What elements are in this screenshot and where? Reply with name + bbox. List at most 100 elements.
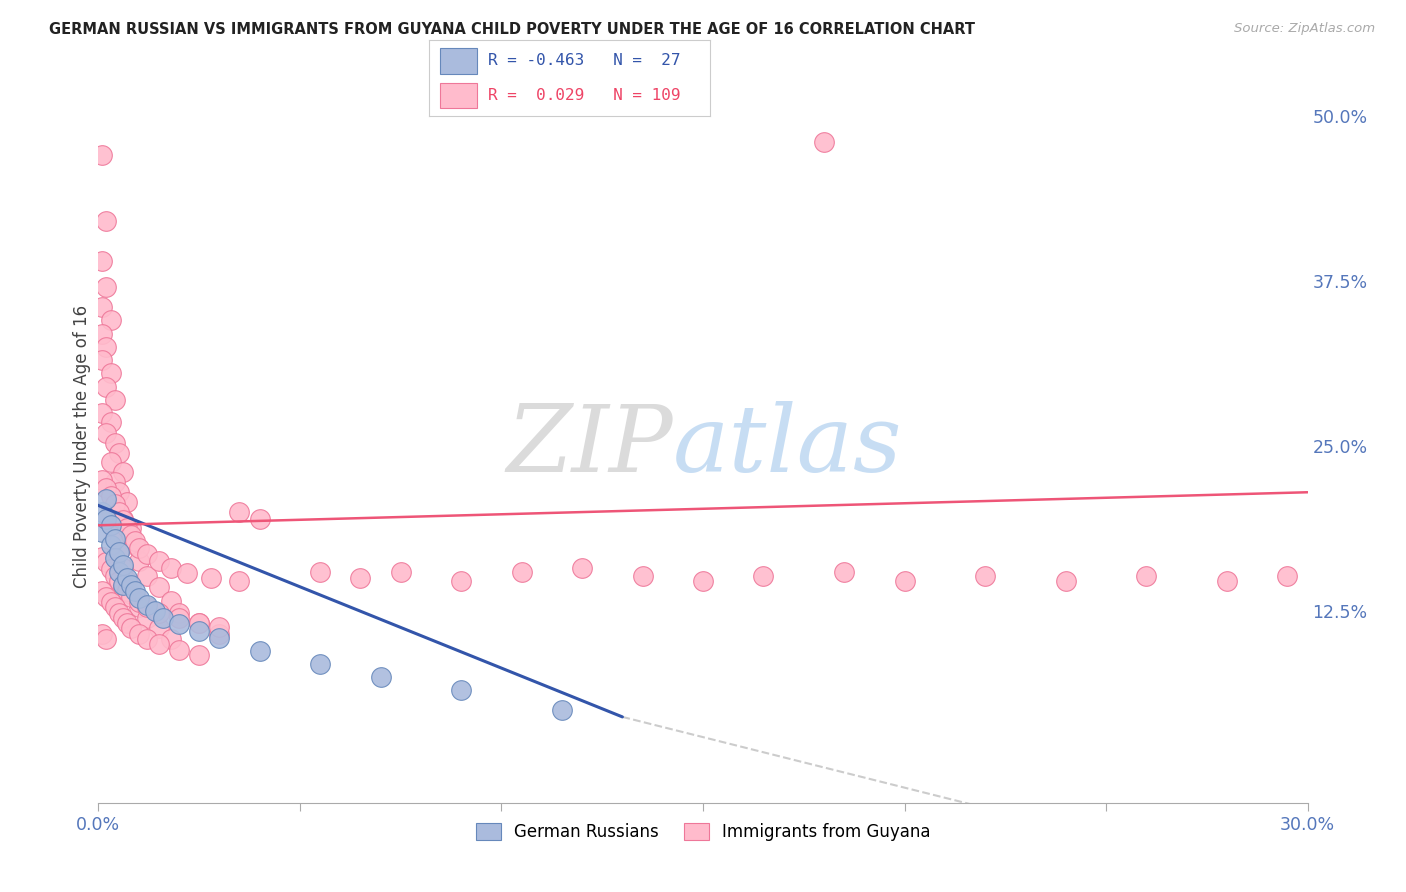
Point: [107, 545, 129, 559]
Point: [188, 648, 211, 662]
Point: [96, 425, 118, 440]
Point: [91, 406, 114, 420]
Point: [120, 521, 142, 535]
Point: [813, 135, 835, 149]
Point: [96, 280, 118, 294]
Point: [370, 670, 392, 684]
Point: [103, 475, 125, 489]
Point: [96, 379, 118, 393]
Point: [208, 626, 231, 640]
Point: [176, 566, 198, 580]
Point: [309, 565, 332, 579]
Point: [188, 616, 211, 631]
Point: [228, 505, 250, 519]
Point: [1054, 574, 1077, 588]
Point: [249, 644, 271, 658]
FancyBboxPatch shape: [440, 47, 477, 73]
Point: [135, 611, 157, 625]
Point: [103, 497, 125, 511]
Point: [120, 578, 142, 592]
Point: [128, 591, 150, 605]
Point: [100, 367, 122, 381]
Point: [128, 595, 150, 609]
Point: [160, 632, 183, 646]
Point: [200, 571, 222, 585]
Point: [91, 584, 114, 599]
Point: [115, 494, 138, 508]
Point: [111, 558, 134, 572]
Point: [389, 565, 412, 579]
Point: [128, 626, 150, 640]
Point: [91, 300, 114, 314]
Point: [91, 626, 114, 640]
Point: [115, 521, 138, 535]
Point: [228, 574, 250, 588]
Text: R =  0.029   N = 109: R = 0.029 N = 109: [488, 88, 681, 103]
Point: [148, 637, 170, 651]
Point: [124, 538, 146, 552]
Point: [111, 511, 134, 525]
Point: [832, 565, 855, 579]
Point: [91, 524, 114, 539]
Point: [631, 568, 654, 582]
Point: [100, 518, 122, 533]
Point: [91, 254, 114, 268]
Point: [571, 560, 593, 574]
Point: [167, 606, 190, 620]
Point: [115, 584, 138, 599]
Point: [107, 445, 129, 459]
Point: [135, 632, 157, 646]
Point: [450, 683, 472, 698]
Point: [96, 590, 118, 604]
Point: [167, 617, 190, 632]
Point: [100, 505, 122, 519]
Point: [120, 587, 142, 601]
Point: [96, 481, 118, 495]
Point: [450, 574, 472, 588]
Text: Source: ZipAtlas.com: Source: ZipAtlas.com: [1234, 22, 1375, 36]
Point: [107, 574, 129, 588]
Point: [100, 538, 122, 552]
Legend: German Russians, Immigrants from Guyana: German Russians, Immigrants from Guyana: [468, 816, 938, 848]
Point: [103, 568, 125, 582]
Point: [91, 148, 114, 162]
Text: atlas: atlas: [672, 401, 903, 491]
Point: [349, 571, 371, 585]
Point: [107, 606, 129, 620]
Point: [120, 527, 142, 541]
Point: [100, 415, 122, 429]
Point: [103, 532, 125, 546]
Point: [120, 590, 142, 604]
Y-axis label: Child Poverty Under the Age of 16: Child Poverty Under the Age of 16: [73, 304, 91, 588]
Point: [135, 568, 157, 582]
Point: [249, 511, 271, 525]
Point: [208, 620, 231, 634]
Point: [100, 562, 122, 576]
Point: [115, 616, 138, 631]
Point: [148, 621, 170, 635]
Point: [96, 214, 118, 228]
Point: [103, 600, 125, 615]
Point: [128, 541, 150, 555]
Point: [100, 595, 122, 609]
Point: [160, 593, 183, 607]
Point: [135, 547, 157, 561]
Point: [107, 565, 129, 579]
Point: [111, 578, 134, 592]
Text: ZIP: ZIP: [506, 401, 672, 491]
Text: GERMAN RUSSIAN VS IMMIGRANTS FROM GUYANA CHILD POVERTY UNDER THE AGE OF 16 CORRE: GERMAN RUSSIAN VS IMMIGRANTS FROM GUYANA…: [49, 22, 976, 37]
Point: [115, 571, 138, 585]
Point: [111, 581, 134, 595]
Point: [188, 624, 211, 638]
Point: [510, 565, 533, 579]
Point: [100, 455, 122, 469]
Point: [111, 466, 134, 480]
Point: [107, 505, 129, 519]
Point: [167, 642, 190, 657]
Point: [96, 340, 118, 354]
Point: [124, 534, 146, 549]
Point: [551, 703, 574, 717]
Point: [111, 611, 134, 625]
Point: [96, 511, 118, 525]
Point: [91, 549, 114, 564]
